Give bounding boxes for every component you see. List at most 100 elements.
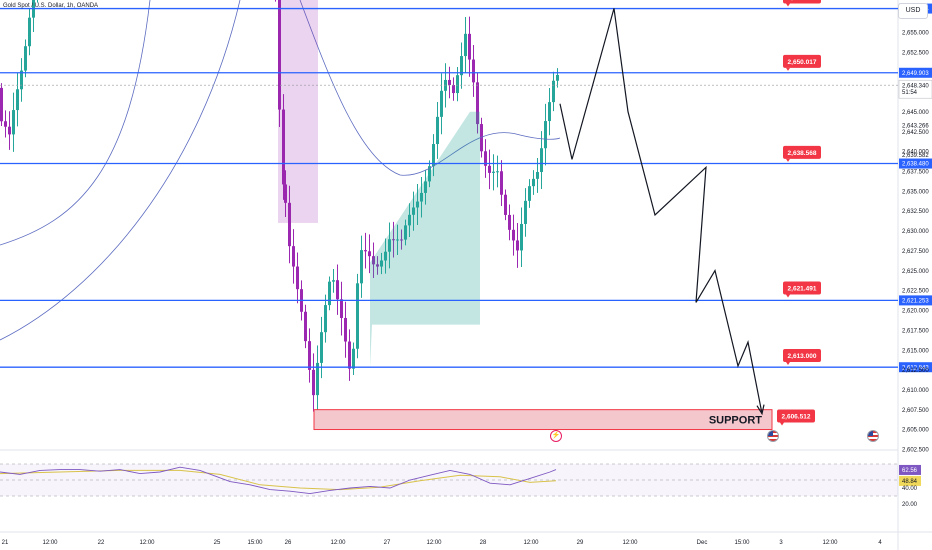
- candle-body: [476, 82, 479, 125]
- candle: [8, 111, 11, 150]
- candle-body: [436, 116, 439, 145]
- candle: [448, 66, 451, 99]
- price-level-tag: 2,621.253: [899, 295, 932, 306]
- candle: [488, 149, 491, 190]
- candle: [356, 273, 359, 359]
- candle-body: [278, 0, 281, 110]
- candle-body: [548, 102, 551, 122]
- candle-body: [324, 305, 327, 333]
- candle: [544, 103, 547, 166]
- target-label-pointer: [786, 294, 790, 298]
- price-tick-label: 2,645.000: [902, 110, 929, 116]
- candle-body: [440, 90, 443, 117]
- candle: [376, 256, 379, 275]
- candle: [16, 72, 19, 127]
- candle-body: [508, 214, 511, 230]
- candle-body: [556, 74, 559, 81]
- dividend-event-icon[interactable]: ⚡: [550, 430, 562, 442]
- time-tick-label: Dec: [697, 540, 708, 546]
- time-tick-label: 15:00: [734, 540, 750, 546]
- candle-body: [500, 171, 503, 195]
- price-tick-label: 2,642.500: [902, 130, 929, 136]
- candle: [380, 252, 383, 275]
- candle-body: [28, 17, 31, 47]
- candle: [372, 242, 375, 278]
- candle-body: [308, 341, 311, 370]
- candle-body: [384, 251, 387, 261]
- candle: [392, 221, 395, 258]
- rsi-signal-text: 48.84: [902, 479, 918, 485]
- candle: [436, 101, 439, 159]
- rsi-tick-label: 40.00: [902, 486, 918, 492]
- time-tick-label: 12:00: [426, 540, 442, 546]
- price-tick-label: 2,622.500: [902, 289, 929, 295]
- candle-body: [472, 59, 475, 83]
- target-label-bg: [783, 54, 821, 68]
- candle-body: [416, 201, 419, 208]
- target-label-bg: [783, 0, 821, 4]
- price-tick-label: 2,602.500: [902, 448, 929, 454]
- candle-body: [380, 260, 383, 267]
- price-tick-label: 2,620.000: [902, 309, 929, 315]
- price-tick-label: 2,612.500: [902, 368, 929, 374]
- price-tick-label: 2,625.000: [902, 269, 929, 275]
- time-tick-label: 15:00: [247, 540, 263, 546]
- rsi-tick-label: 20.00: [902, 502, 918, 508]
- current-price-tag: 2,648.340: [898, 79, 932, 99]
- price-tick-label: 2,655.000: [902, 30, 929, 36]
- candle: [4, 110, 7, 138]
- projection-arrowhead: [756, 404, 765, 416]
- candle: [24, 39, 27, 78]
- price-tick-label: 2,635.000: [902, 189, 929, 195]
- candle: [504, 189, 507, 221]
- chart-title: Gold Spot / U.S. Dollar, 1h, OANDA: [3, 3, 99, 9]
- candle: [532, 170, 535, 195]
- target-label-bg: [783, 145, 821, 159]
- candle-body: [456, 75, 459, 94]
- candle: [508, 204, 511, 241]
- candle: [288, 185, 291, 264]
- candle-body: [512, 229, 515, 241]
- candle-body: [528, 186, 531, 201]
- candle-body: [536, 171, 539, 179]
- candle-body: [364, 250, 367, 252]
- target-label: 2,606.512: [777, 409, 815, 426]
- price-tick-label: 2,627.500: [902, 249, 929, 255]
- candle: [476, 72, 479, 134]
- candle: [484, 139, 487, 178]
- projection-path: [559, 8, 763, 414]
- candle: [344, 301, 347, 358]
- candle-body: [392, 239, 395, 241]
- rsi-signal-tag-bg: [899, 475, 921, 486]
- us-flag-event-icon[interactable]: [867, 430, 879, 442]
- target-label: 2,650.017: [783, 54, 821, 71]
- price-tick-label: 2,639.582: [902, 153, 929, 159]
- rsi-signal-tag: 48.84: [899, 475, 921, 486]
- candle-body: [24, 46, 27, 71]
- candle-body: [428, 166, 431, 182]
- candle-body: [524, 200, 527, 224]
- candle-body: [480, 124, 483, 152]
- target-label-pointer: [780, 422, 784, 426]
- candle-body: [296, 266, 299, 290]
- candle-body: [12, 110, 15, 135]
- candle: [20, 58, 23, 102]
- target-label-bg: [777, 409, 815, 423]
- candle: [472, 45, 475, 97]
- candle-body: [368, 251, 371, 257]
- candle: [278, 0, 281, 127]
- candle: [284, 170, 287, 217]
- candle: [384, 238, 387, 274]
- currency-button[interactable]: USD: [898, 3, 928, 19]
- candle-body: [552, 80, 555, 103]
- price-tick-label: 2,643.266: [902, 124, 929, 130]
- candle-body: [520, 223, 523, 251]
- price-level-tag-bg: [899, 158, 932, 169]
- price-level-tag-bg: [899, 295, 932, 306]
- target-label-bg: [783, 348, 821, 362]
- us-flag-event-icon[interactable]: [767, 430, 779, 442]
- price-tick-label: 2,637.500: [902, 170, 929, 176]
- candle: [352, 342, 355, 376]
- candle-body: [516, 240, 519, 251]
